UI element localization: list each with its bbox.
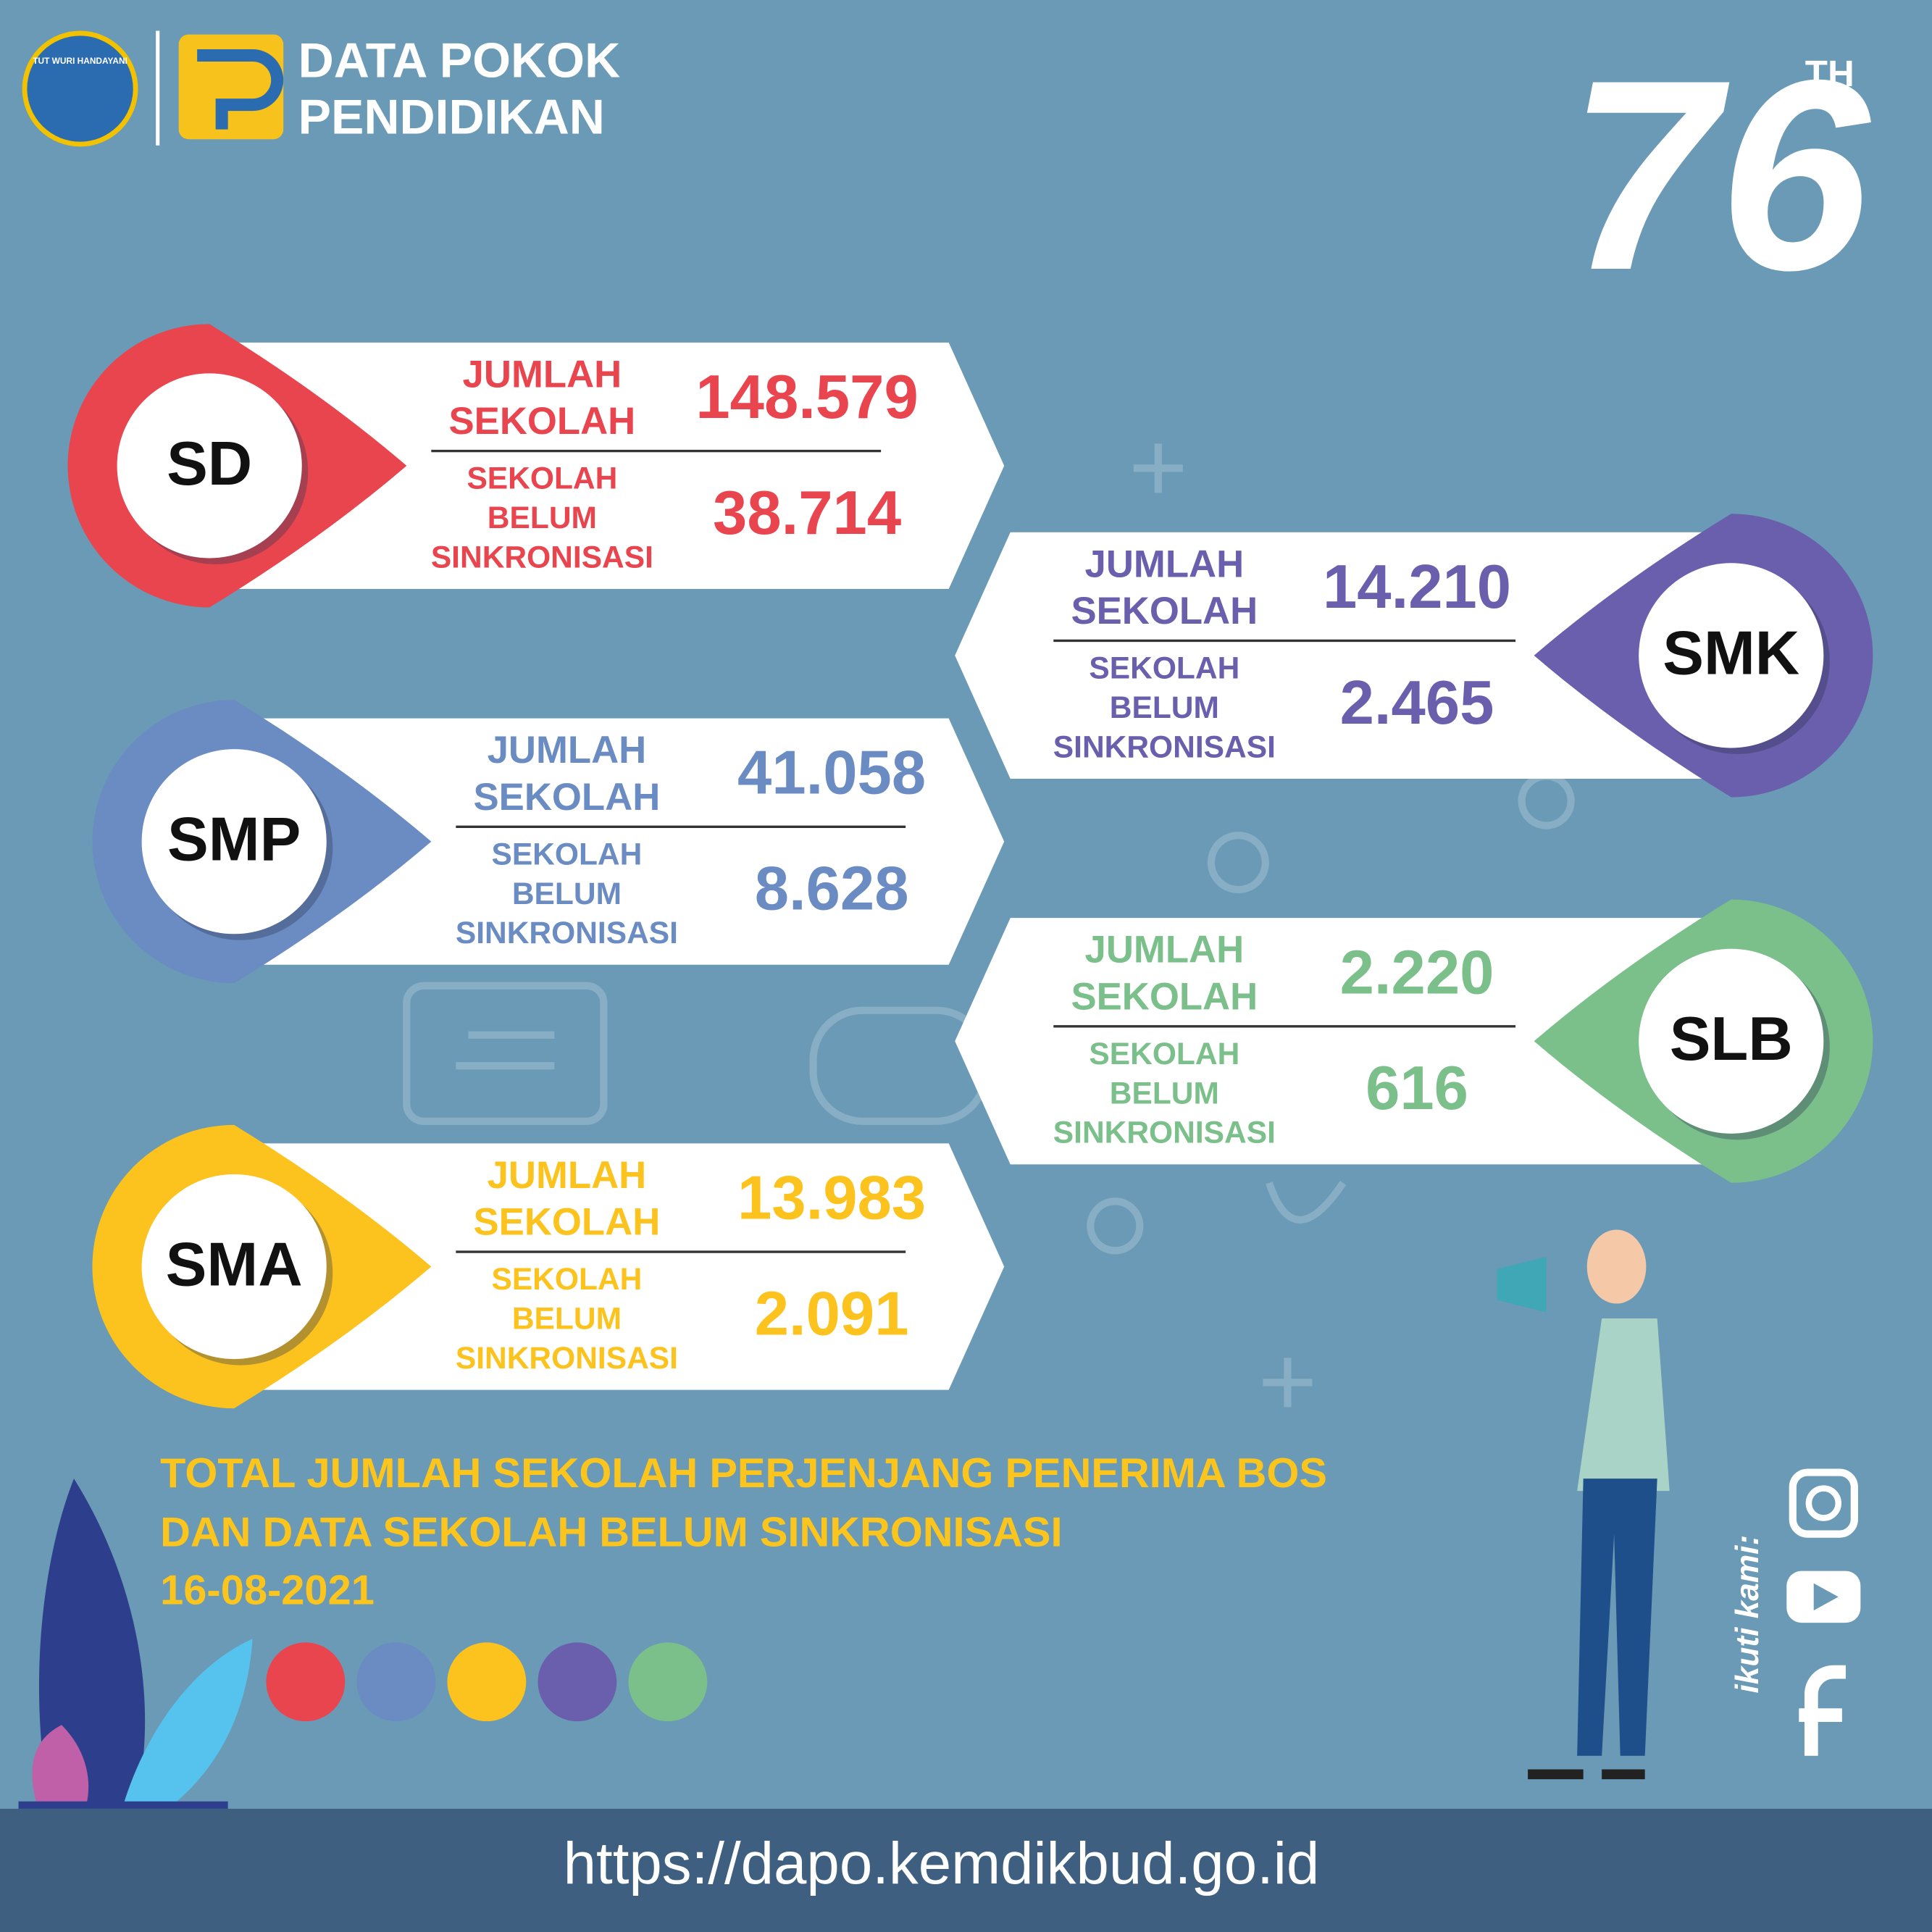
jumlah-label: SEKOLAH <box>474 1201 661 1244</box>
color-dots <box>266 1642 708 1722</box>
social: ikuti kami: <box>1730 1468 1861 1756</box>
badge-inner <box>141 749 327 934</box>
anniversary-suffix: TH <box>1805 53 1854 94</box>
footer-band <box>0 1808 1932 1932</box>
belum-value: 2.465 <box>1340 669 1494 737</box>
belum-value: 8.628 <box>755 855 909 924</box>
belum-value: 2.091 <box>755 1279 909 1348</box>
jumlah-value: 41.058 <box>737 739 926 808</box>
belum-label: SEKOLAH <box>491 1263 642 1297</box>
belum-value: 38.714 <box>713 479 901 548</box>
belum-label: BELUM <box>1110 691 1219 725</box>
level: SMA <box>166 1230 303 1299</box>
badge-inner <box>117 373 302 559</box>
card-body <box>955 918 1731 1165</box>
belum-label: BELUM <box>1110 1076 1219 1111</box>
card: SMK JUMLAH SEKOLAH 14.210 SEKOLAH BELUM SINKRO… <box>955 514 1873 798</box>
color-dot <box>628 1642 708 1722</box>
card-body <box>955 532 1731 779</box>
belum-label: BELUM <box>488 501 597 535</box>
caption-line: DAN DATA SEKOLAH BELUM SINKRONISASI <box>160 1510 1062 1556</box>
jumlah-label: SEKOLAH <box>474 776 661 819</box>
jumlah-label: JUMLAH <box>1085 543 1245 585</box>
dapo-logo-mark <box>197 49 284 130</box>
badge-inner <box>1639 563 1824 748</box>
level: SLB <box>1670 1005 1793 1074</box>
logo-emblem <box>22 30 138 147</box>
card-body <box>234 1143 1005 1390</box>
belum-label: SEKOLAH <box>467 462 617 496</box>
jumlah-label: JUMLAH <box>488 1154 647 1197</box>
facebook-icon[interactable] <box>1799 1665 1846 1756</box>
caption-line: TOTAL JUMLAH SEKOLAH PERJENJANG PENERIMA… <box>160 1450 1327 1497</box>
jumlah-label: SEKOLAH <box>1071 590 1258 632</box>
jumlah-value: 14.210 <box>1323 553 1511 622</box>
jumlah-label: JUMLAH <box>1085 929 1245 971</box>
title-line: DATA POKOK <box>298 33 621 88</box>
card: SMP JUMLAH SEKOLAH 41.058 SEKOLAH BELUM SINKRO… <box>92 700 1005 984</box>
follow-label: ikuti kami: <box>1730 1535 1765 1694</box>
level: SMP <box>167 806 301 874</box>
anniversary: 76 <box>1568 24 1872 327</box>
belum-label: BELUM <box>512 1302 622 1337</box>
belum-label: SEKOLAH <box>491 837 642 871</box>
jumlah-value: 13.983 <box>737 1164 926 1233</box>
belum-label: BELUM <box>512 877 622 911</box>
level: SMK <box>1663 619 1799 688</box>
belum-label: SEKOLAH <box>1089 1037 1239 1071</box>
belum-label: SINKRONISASI <box>456 1342 678 1376</box>
jumlah-label: SEKOLAH <box>1071 975 1258 1018</box>
color-dot <box>266 1642 346 1722</box>
logo: TUT WURI HANDAYANI DATA POKOK PENDIDIKAN <box>22 30 621 147</box>
plant <box>18 1479 253 1809</box>
card-body <box>234 718 1005 965</box>
color-dot <box>538 1642 617 1722</box>
date: 16-08-2021 <box>160 1568 375 1614</box>
belum-label: SINKRONISASI <box>456 916 678 950</box>
jumlah-label: JUMLAH <box>488 729 647 771</box>
badge-inner <box>141 1174 327 1360</box>
jumlah-value: 148.579 <box>695 363 918 432</box>
belum-value: 616 <box>1366 1054 1468 1123</box>
belum-label: SINKRONISASI <box>1053 730 1276 764</box>
color-dot <box>356 1642 436 1722</box>
level: SD <box>167 430 252 498</box>
color-dot <box>447 1642 527 1722</box>
belum-label: SINKRONISASI <box>431 540 653 574</box>
jumlah-value: 2.220 <box>1340 938 1494 1007</box>
logo-text: TUT WURI HANDAYANI <box>33 56 127 66</box>
card-body <box>209 342 1005 590</box>
title-line: PENDIDIKAN <box>298 90 605 145</box>
badge-inner <box>1639 948 1824 1134</box>
instagram-icon[interactable] <box>1789 1468 1858 1538</box>
belum-label: SINKRONISASI <box>1053 1116 1276 1150</box>
jumlah-label: SEKOLAH <box>449 400 636 443</box>
belum-label: SEKOLAH <box>1089 652 1239 686</box>
person <box>1497 1229 1670 1780</box>
jumlah-label: JUMLAH <box>463 353 622 396</box>
url[interactable]: https://dapo.kemdikbud.go.id <box>564 1831 1320 1897</box>
